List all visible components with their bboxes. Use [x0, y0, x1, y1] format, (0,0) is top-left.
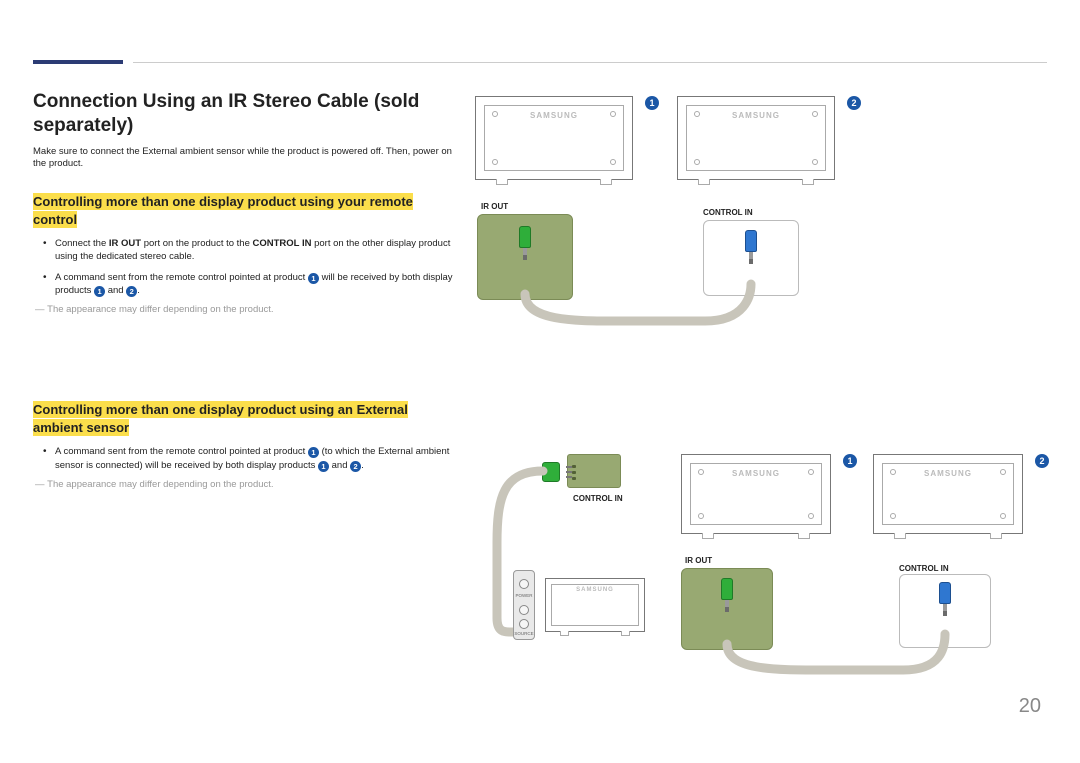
- section1-footnote: The appearance may differ depending on t…: [33, 304, 453, 315]
- section2-bullets: A command sent from the remote control p…: [33, 445, 453, 472]
- cable-2: [463, 448, 1080, 678]
- jack-blue-2: [938, 582, 952, 622]
- section1-heading: Controlling more than one display produc…: [33, 193, 413, 228]
- section2-heading: Controlling more than one display produc…: [33, 401, 408, 436]
- diagram-external-sensor: CONTROL IN POWER SOURCE SAMSUNG SAMSUNG …: [463, 448, 1080, 678]
- bullet: A command sent from the remote control p…: [37, 445, 453, 472]
- page-number: 20: [1019, 695, 1041, 718]
- jack-green-2: [720, 578, 734, 618]
- page-title: Connection Using an IR Stereo Cable (sol…: [33, 90, 453, 138]
- jack-blue: [744, 230, 758, 270]
- jack-green: [518, 226, 532, 266]
- bullet: Connect the IR OUT port on the product t…: [37, 237, 453, 264]
- section2-footnote: The appearance may differ depending on t…: [33, 479, 453, 490]
- section1-bullets: Connect the IR OUT port on the product t…: [33, 237, 453, 297]
- diagram-ir-cable: SAMSUNG 1 SAMSUNG 2 IR OUT CONTROL IN: [475, 96, 1050, 328]
- top-note: Make sure to connect the External ambien…: [33, 146, 453, 172]
- text-column: Connection Using an IR Stereo Cable (sol…: [33, 90, 453, 490]
- header: [33, 56, 1047, 64]
- cable: [475, 96, 1050, 328]
- bullet: A command sent from the remote control p…: [37, 271, 453, 298]
